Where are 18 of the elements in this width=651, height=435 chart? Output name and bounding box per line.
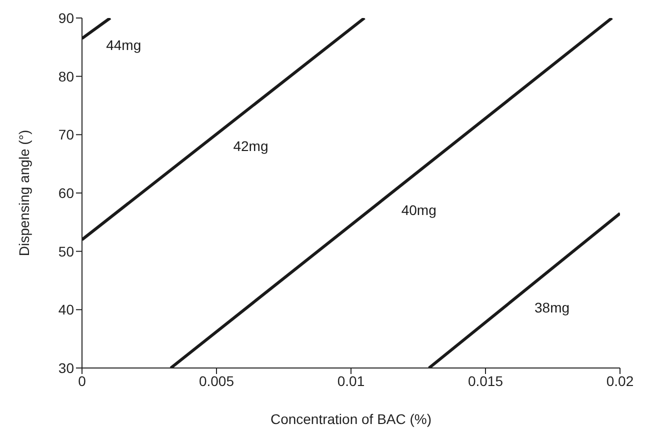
series-label: 40mg <box>401 202 436 218</box>
x-axis-title: Concentration of BAC (%) <box>270 411 432 427</box>
series-label: 38mg <box>534 300 570 316</box>
y-tick-label: 40 <box>58 302 74 318</box>
y-tick-label: 80 <box>58 68 74 84</box>
y-tick-label: 30 <box>58 360 74 376</box>
x-tick-label: 0.02 <box>606 372 634 389</box>
y-tick-label: 90 <box>58 10 74 26</box>
y-axis-title: Dispensing angle (°) <box>16 130 32 256</box>
series-label: 44mg <box>106 37 142 54</box>
x-tick-label: 0.01 <box>337 372 365 389</box>
y-tick-label: 50 <box>58 243 74 260</box>
y-tick-label: 60 <box>58 184 74 201</box>
x-tick-label: 0.015 <box>468 372 504 389</box>
y-tick-label: 70 <box>58 126 74 143</box>
series-label: 42mg <box>233 138 268 154</box>
x-tick-label: 0.005 <box>198 372 234 389</box>
x-tick-label: 0 <box>78 372 86 389</box>
